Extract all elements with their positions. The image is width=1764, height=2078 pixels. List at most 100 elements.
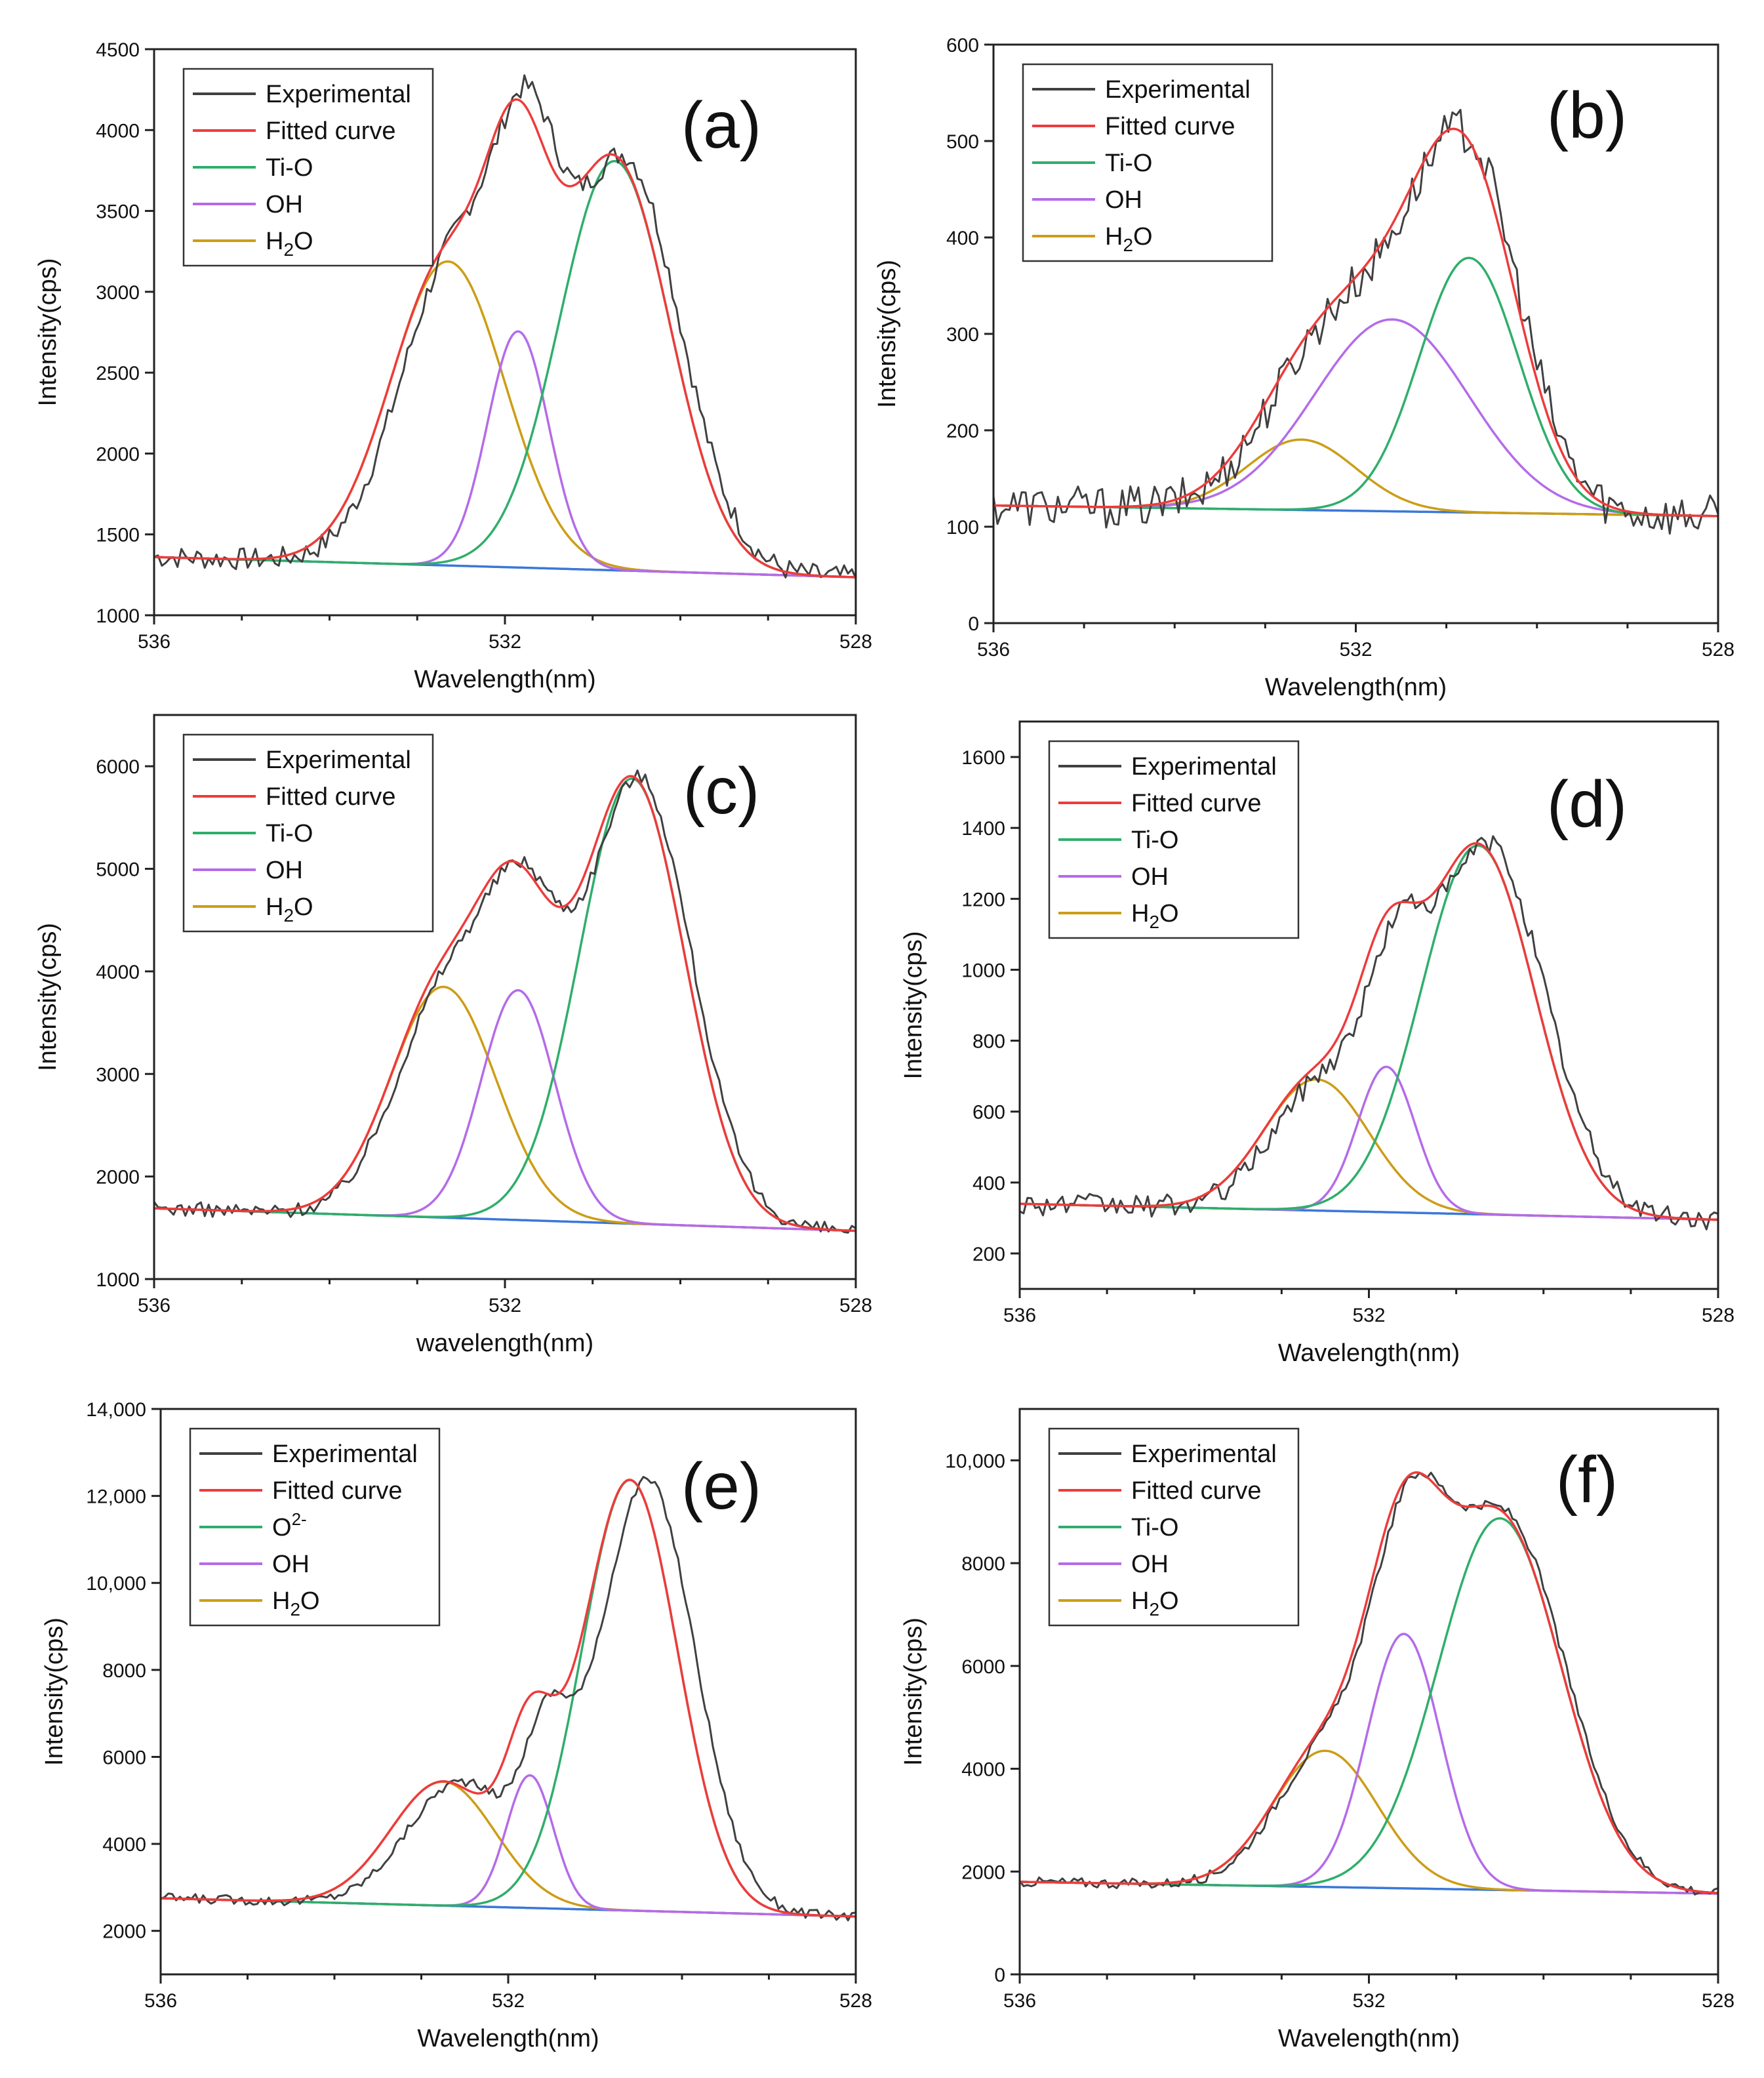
legend-h2o-h: H: [272, 1587, 290, 1615]
panel-label: (e): [681, 1450, 761, 1523]
fitted-curve: [161, 1478, 856, 1918]
legend-experimental-label: Experimental: [1131, 1440, 1277, 1468]
y-tick-label: 4000: [961, 1759, 1005, 1781]
x-tick-label: 528: [839, 1295, 872, 1316]
y-tick-label: 6000: [961, 1656, 1005, 1678]
y-tick-label: 6000: [96, 756, 140, 778]
legend-h2o-sub: 2: [290, 1599, 300, 1620]
panel-label: (a): [681, 89, 761, 162]
fitted-curve: [1020, 1471, 1718, 1894]
x-axis-label: Wavelength(nm): [414, 666, 595, 693]
legend-oh-label: OH: [266, 191, 303, 218]
y-tick-label: 1600: [961, 747, 1005, 769]
plot-area: [993, 108, 1718, 535]
y-tick-label: 4500: [96, 39, 140, 61]
x-tick-label: 536: [1003, 1990, 1036, 2012]
legend-oh-label: OH: [1131, 863, 1169, 891]
legend-main-peak-label: Ti-O: [1131, 826, 1178, 854]
chart-panel-a: 536 532 528 1000 1500 2000 2500 3000 3500 4000 450…: [34, 39, 872, 693]
y-tick-label: 12,000: [86, 1486, 146, 1508]
legend-oh-label: OH: [1131, 1551, 1169, 1578]
legend-h2o-sub: 2: [283, 905, 294, 926]
x-axis-label: Wavelength(nm): [1278, 2025, 1460, 2052]
legend-h2o-label: H2O: [272, 1587, 320, 1620]
legend-oxide-o: O: [272, 1514, 292, 1541]
y-axis-label: Intensity(cps): [900, 931, 927, 1080]
legend-h2o-h: H: [266, 228, 283, 255]
legend-oh-label: OH: [266, 857, 303, 884]
legend-h2o-label: H2O: [266, 228, 313, 260]
y-tick-label: 6000: [102, 1747, 146, 1768]
legend-h2o-o: O: [294, 228, 313, 255]
y-tick-label: 3500: [96, 201, 140, 223]
x-tick-label: 532: [1352, 1990, 1385, 2012]
y-tick-label: 1000: [96, 605, 140, 627]
x-tick-label: 536: [138, 631, 170, 653]
legend-fitted-curve-label: Fitted curve: [266, 783, 396, 811]
legend-h2o-sub: 2: [283, 239, 294, 260]
y-axis-label: Intensity(cps): [900, 1618, 927, 1766]
legend-experimental-label: Experimental: [266, 81, 411, 108]
y-tick-label: 600: [946, 35, 979, 56]
plot-area: [154, 74, 856, 580]
x-tick-label: 532: [492, 1990, 525, 2012]
legend-experimental-label: Experimental: [1105, 76, 1251, 104]
legend-h2o-o: O: [300, 1587, 320, 1615]
panel-label: (f): [1556, 1443, 1618, 1517]
experimental-curve: [1020, 1471, 1718, 1896]
y-tick-label: 4000: [102, 1834, 146, 1856]
panel-label: (b): [1547, 79, 1627, 152]
y-tick-label: 600: [972, 1102, 1005, 1124]
y-tick-label: 3000: [96, 1064, 140, 1086]
y-tick-label: 2000: [96, 443, 140, 465]
legend-h2o-label: H2O: [1131, 900, 1179, 932]
x-tick-label: 536: [1003, 1305, 1036, 1326]
y-tick-label: 5000: [96, 859, 140, 881]
experimental-curve: [161, 1476, 856, 1922]
y-tick-label: 200: [946, 420, 979, 442]
legend-fitted-curve-label: Fitted curve: [272, 1477, 403, 1505]
x-tick-label: 532: [489, 1295, 521, 1316]
fitted-curve: [154, 98, 856, 579]
fitted-curve: [154, 775, 856, 1233]
chart-panel-f: 536 532 528 0 2000 4000 6000 8000 10,000 Waveleng…: [900, 1408, 1734, 2052]
legend-oh-label: OH: [1105, 186, 1142, 214]
legend-h2o-o: O: [294, 893, 313, 921]
y-tick-label: 4000: [96, 962, 140, 983]
legend-h2o-label: H2O: [1131, 1587, 1179, 1620]
y-tick-label: 10,000: [945, 1450, 1005, 1472]
x-tick-label: 536: [144, 1990, 177, 2012]
legend-h2o-h: H: [1105, 223, 1123, 251]
x-tick-label: 536: [977, 639, 1010, 661]
h2o-peak-curve: [1020, 1078, 1718, 1221]
experimental-curve: [154, 74, 856, 580]
legend-main-peak-label: Ti-O: [1105, 150, 1152, 177]
y-tick-label: 4000: [96, 120, 140, 142]
experimental-curve: [1020, 835, 1718, 1231]
fitted-curve: [993, 127, 1718, 518]
legend-fitted-curve-label: Fitted curve: [266, 117, 396, 145]
x-tick-label: 532: [489, 631, 521, 653]
y-axis-label: Intensity(cps): [34, 258, 62, 407]
plot-area: [1020, 1471, 1718, 1896]
legend-main-peak-label: Ti-O: [1131, 1514, 1178, 1541]
legend-oh-label: OH: [272, 1551, 310, 1578]
oh-peak-curve: [993, 318, 1718, 518]
legend-fitted-curve-label: Fitted curve: [1105, 113, 1235, 140]
x-tick-label: 528: [1702, 639, 1734, 661]
legend-main-peak-label: Ti-O: [266, 820, 313, 847]
legend-h2o-o: O: [1159, 900, 1179, 927]
h2o-peak-curve: [154, 260, 856, 579]
y-axis-label: Intensity(cps): [873, 260, 901, 408]
chart-panel-e: 536 532 528 2000 4000 6000 8000 10,000 12,000 14,…: [41, 1399, 872, 2052]
legend-h2o-label: H2O: [1105, 223, 1153, 255]
y-axis-label: Intensity(cps): [41, 1618, 68, 1766]
fitted-curve: [1020, 842, 1718, 1221]
y-tick-label: 3000: [96, 282, 140, 304]
panel-label: (c): [683, 754, 760, 828]
x-tick-label: 532: [1352, 1305, 1385, 1326]
y-tick-label: 400: [946, 228, 979, 249]
oh-peak-curve: [154, 330, 856, 579]
plot-area: [1020, 835, 1718, 1231]
legend-h2o-label: H2O: [266, 893, 313, 926]
